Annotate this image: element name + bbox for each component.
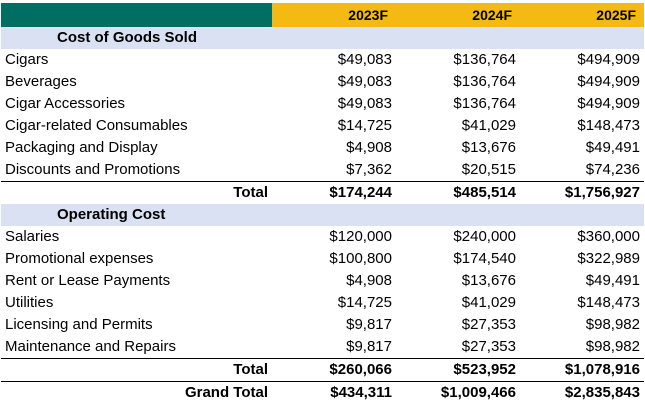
- total-2025: $1,078,916: [520, 358, 644, 382]
- grand-total-2025: $2,835,843: [520, 381, 644, 404]
- table-row: Cigar-related Consumables $14,725 $41,02…: [1, 115, 644, 137]
- cell-2024: $13,676: [461, 139, 516, 156]
- total-2024: $523,952: [396, 358, 520, 382]
- year-header-2025: 2025F: [520, 3, 644, 27]
- cell-2023: $49,083: [337, 95, 392, 112]
- row-label: Salaries: [5, 228, 60, 245]
- cell-2025: $360,000: [577, 228, 640, 245]
- cell-2023: $9,817: [346, 338, 392, 355]
- grand-total-row: Grand Total $434,311 $1,009,466 $2,835,8…: [1, 381, 644, 404]
- grand-total-2024: $1,009,466: [396, 381, 520, 404]
- table-row: Licensing and Permits $9,817 $27,353 $98…: [1, 314, 644, 336]
- cell-2023: $14,725: [337, 117, 392, 134]
- total-2023: $174,244: [272, 181, 396, 204]
- section-header-cogs: Cost of Goods Sold: [1, 27, 644, 49]
- cell-2024: $41,029: [461, 117, 516, 134]
- cell-2025: $49,491: [585, 272, 640, 289]
- row-label: Discounts and Promotions: [5, 161, 181, 178]
- header-corner-cell: [1, 3, 272, 27]
- table-row: Beverages $49,083 $136,764 $494,909: [1, 71, 644, 93]
- total-2024: $485,514: [396, 181, 520, 204]
- row-label: Maintenance and Repairs: [5, 338, 176, 355]
- cell-2025: $98,982: [585, 338, 640, 355]
- cell-2024: $136,764: [453, 95, 516, 112]
- cell-2023: $100,800: [329, 250, 392, 267]
- year-header-2023: 2023F: [272, 3, 396, 27]
- table-row: Cigars $49,083 $136,764 $494,909: [1, 49, 644, 71]
- cell-2024: $27,353: [461, 316, 516, 333]
- table-row: Rent or Lease Payments $4,908 $13,676 $4…: [1, 270, 644, 292]
- opex-total-row: Total $260,066 $523,952 $1,078,916: [1, 358, 644, 382]
- section-title: Operating Cost: [1, 204, 272, 226]
- header-row: 2023F 2024F 2025F: [1, 3, 644, 27]
- cell-2023: $49,083: [337, 51, 392, 68]
- cell-2024: $13,676: [461, 272, 516, 289]
- table-row: Maintenance and Repairs $9,817 $27,353 $…: [1, 336, 644, 359]
- grand-total-label: Grand Total: [1, 381, 272, 404]
- total-2023: $260,066: [272, 358, 396, 382]
- cell-2023: $4,908: [346, 139, 392, 156]
- cell-2025: $49,491: [585, 139, 640, 156]
- cell-2025: $322,989: [577, 250, 640, 267]
- total-label: Total: [1, 358, 272, 382]
- cell-2023: $14,725: [337, 294, 392, 311]
- cell-2025: $98,982: [585, 316, 640, 333]
- year-header-2024: 2024F: [396, 3, 520, 27]
- row-label: Promotional expenses: [5, 250, 154, 267]
- total-2025: $1,756,927: [520, 181, 644, 204]
- cell-2024: $41,029: [461, 294, 516, 311]
- cell-2025: $148,473: [577, 117, 640, 134]
- cell-2023: $49,083: [337, 73, 392, 90]
- row-label: Beverages: [5, 73, 77, 90]
- table-row: Cigar Accessories $49,083 $136,764 $494,…: [1, 93, 644, 115]
- cell-2024: $136,764: [453, 51, 516, 68]
- row-label: Rent or Lease Payments: [5, 272, 171, 289]
- table-row: Salaries $120,000 $240,000 $360,000: [1, 226, 644, 248]
- section-header-opex: Operating Cost: [1, 204, 644, 226]
- cell-2025: $494,909: [577, 51, 640, 68]
- cell-2025: $494,909: [577, 73, 640, 90]
- cell-2023: $9,817: [346, 316, 392, 333]
- cell-2024: $20,515: [461, 161, 516, 178]
- cell-2024: $240,000: [453, 228, 516, 245]
- row-label: Cigar Accessories: [5, 95, 126, 112]
- table-row: Utilities $14,725 $41,029 $148,473: [1, 292, 644, 314]
- row-label: Packaging and Display: [5, 139, 158, 156]
- cell-2025: $74,236: [585, 161, 640, 178]
- section-title: Cost of Goods Sold: [1, 27, 272, 49]
- cost-table: 2023F 2024F 2025F Cost of Goods Sold Cig…: [1, 3, 644, 404]
- cogs-total-row: Total $174,244 $485,514 $1,756,927: [1, 181, 644, 204]
- cell-2023: $7,362: [346, 161, 392, 178]
- grand-total-2023: $434,311: [272, 381, 396, 404]
- cell-2023: $4,908: [346, 272, 392, 289]
- cell-2025: $494,909: [577, 95, 640, 112]
- row-label: Utilities: [5, 294, 54, 311]
- total-label: Total: [1, 181, 272, 204]
- row-label: Cigar-related Consumables: [5, 117, 188, 134]
- cell-2024: $27,353: [461, 338, 516, 355]
- row-label: Cigars: [5, 51, 49, 68]
- cell-2024: $174,540: [453, 250, 516, 267]
- table-row: Packaging and Display $4,908 $13,676 $49…: [1, 137, 644, 159]
- table-row: Discounts and Promotions $7,362 $20,515 …: [1, 159, 644, 182]
- cell-2025: $148,473: [577, 294, 640, 311]
- row-label: Licensing and Permits: [5, 316, 153, 333]
- table-row: Promotional expenses $100,800 $174,540 $…: [1, 248, 644, 270]
- cell-2023: $120,000: [329, 228, 392, 245]
- cell-2024: $136,764: [453, 73, 516, 90]
